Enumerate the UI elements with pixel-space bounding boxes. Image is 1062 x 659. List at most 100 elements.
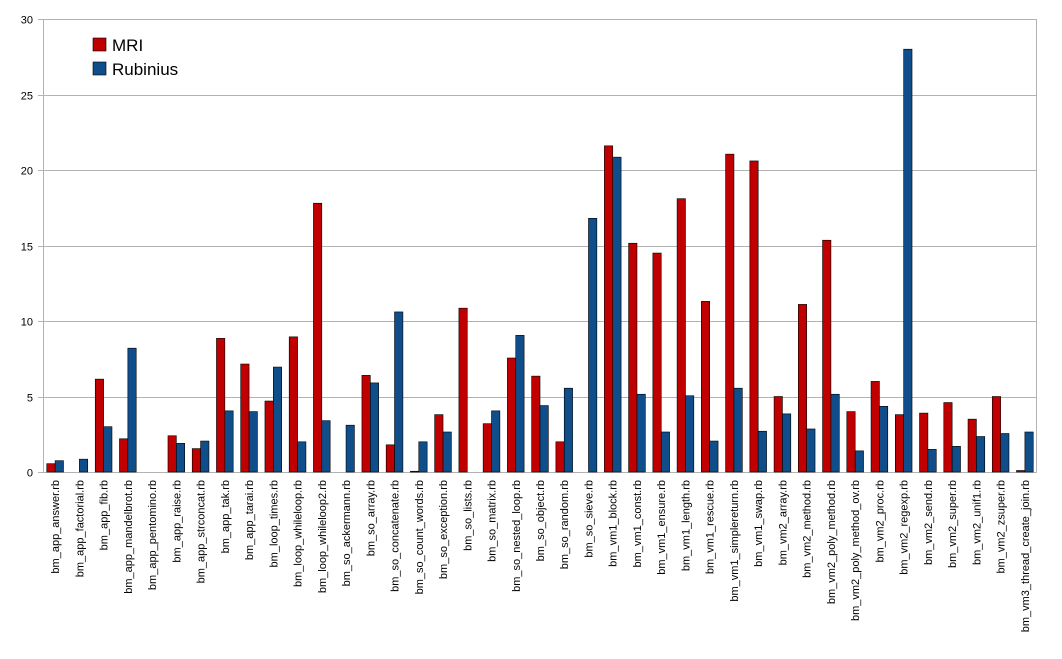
bar-mri-bm-vm2-array-rb — [773, 396, 783, 473]
bar-rubinius-bm-so-count-words-rb — [418, 441, 428, 473]
x-tick-label: bm_so_count_words.rb — [414, 480, 426, 594]
bar-rubinius-bm-vm2-zsuper-rb — [1000, 433, 1010, 473]
x-tick-label: bm_vm1_simplereturn.rb — [729, 480, 741, 602]
bar-rubinius-bm-so-sieve-rb — [588, 218, 598, 473]
legend-label-rubinius: Rubinius — [112, 60, 178, 79]
bar-rubinius-bm-vm2-method-rb — [806, 428, 816, 473]
x-tick-label: bm_so_lists.rb — [462, 480, 474, 551]
bar-mri-bm-vm2-method-rb — [798, 304, 807, 473]
x-tick-label: bm_vm1_length.rb — [680, 480, 692, 571]
y-tick-label: 20 — [21, 166, 33, 178]
bar-mri-bm-so-random-rb — [555, 441, 565, 473]
y-axis: 0 5 10 15 20 25 30 — [21, 15, 1037, 480]
y-tick-label: 30 — [21, 15, 33, 27]
y-tick-label: 0 — [27, 468, 33, 480]
x-tick-label: bm_app_raise.rb — [171, 480, 183, 563]
x-tick-label: bm_so_exception.rb — [438, 480, 450, 579]
x-tick-label: bm_vm2_poly_method.rb — [826, 480, 838, 604]
bars — [46, 48, 1034, 473]
x-tick-label: bm_so_matrix.rb — [487, 480, 499, 562]
legend-label-mri: MRI — [112, 36, 143, 55]
legend-swatch-rubinius — [92, 61, 107, 76]
bar-mri-bm-so-lists-rb — [458, 307, 468, 473]
x-tick-label: bm_vm2_poly_method_ov.rb — [850, 480, 862, 621]
bar-rubinius-bm-vm1-rescue-rb — [709, 440, 719, 473]
x-tick-label: bm_vm2_regexp.rb — [899, 480, 911, 575]
bar-mri-bm-vm1-ensure-rb — [652, 252, 662, 473]
bar-mri-bm-app-tak-rb — [216, 338, 226, 473]
bar-mri-bm-vm2-regexp-rb — [894, 414, 904, 473]
bar-rubinius-bm-vm2-unif1-rb — [976, 436, 986, 473]
x-tick-label: bm_vm1_block.rb — [608, 480, 620, 567]
bar-rubinius-bm-vm1-length-rb — [685, 395, 695, 473]
x-axis-labels: bm_app_answer.rb bm_app_factorial.rb bm_ap… — [50, 480, 1032, 632]
bar-rubinius-bm-vm2-super-rb — [951, 446, 961, 473]
bar-mri-bm-app-mandelbrot-rb — [119, 438, 129, 473]
bar-rubinius-bm-so-random-rb — [563, 387, 573, 473]
bar-mri-bm-app-answer-rb — [46, 463, 56, 473]
x-tick-label: bm_so_concatenate.rb — [390, 480, 402, 592]
bar-rubinius-bm-vm2-poly-method-ov-rb — [854, 450, 864, 473]
bar-rubinius-bm-vm1-block-rb — [612, 156, 622, 473]
x-tick-label: bm_vm1_const.rb — [632, 480, 644, 567]
bar-rubinius-bm-loop-whileloop2-rb — [321, 420, 331, 473]
bar-mri-bm-vm2-proc-rb — [870, 381, 880, 473]
bar-mri-bm-so-matrix-rb — [482, 423, 492, 473]
legend: MRI Rubinius — [92, 36, 178, 79]
bar-mri-bm-vm1-block-rb — [604, 145, 614, 473]
y-tick-label: 25 — [21, 91, 33, 103]
bar-rubinius-bm-vm2-regexp-rb — [903, 48, 913, 473]
x-tick-label: bm_vm2_send.rb — [923, 480, 935, 565]
bar-mri-bm-so-exception-rb — [434, 414, 444, 473]
y-tick-label: 10 — [21, 317, 33, 329]
bar-rubinius-bm-so-concatenate-rb — [394, 311, 404, 473]
bar-mri-bm-vm2-unif1-rb — [967, 418, 977, 473]
x-tick-label: bm_vm2_proc.rb — [874, 480, 886, 563]
bar-rubinius-bm-vm2-proc-rb — [879, 406, 889, 473]
bar-mri-bm-vm1-length-rb — [676, 198, 686, 473]
x-tick-label: bm_vm1_ensure.rb — [656, 480, 668, 575]
x-tick-label: bm_loop_whileloop2.rb — [317, 480, 329, 593]
bar-rubinius-bm-so-object-rb — [539, 405, 549, 473]
bar-rubinius-bm-vm2-send-rb — [927, 449, 937, 473]
x-tick-label: bm_vm3_thread_create_join.rb — [1020, 480, 1032, 632]
x-tick-label: bm_vm1_swap.rb — [753, 480, 765, 567]
bar-rubinius-bm-loop-whileloop-rb — [297, 441, 307, 473]
bar-rubinius-bm-loop-times-rb — [273, 366, 282, 473]
bar-rubinius-bm-so-ackermann-rb — [345, 424, 355, 473]
bar-mri-bm-vm1-simplereturn-rb — [725, 153, 735, 473]
x-tick-label: bm_so_random.rb — [559, 480, 571, 569]
bar-rubinius-bm-app-tak-rb — [224, 410, 234, 473]
bar-mri-bm-vm1-const-rb — [628, 242, 638, 473]
x-tick-label: bm_app_fib.rb — [99, 480, 111, 550]
bar-rubinius-bm-so-matrix-rb — [491, 410, 501, 473]
bar-rubinius-bm-vm1-const-rb — [636, 393, 646, 473]
x-tick-label: bm_vm2_array.rb — [777, 480, 789, 565]
bar-mri-bm-loop-times-rb — [264, 400, 274, 473]
x-tick-label: bm_vm2_unif1.rb — [971, 480, 983, 565]
x-tick-label: bm_so_array.rb — [365, 480, 377, 556]
bar-mri-bm-vm1-rescue-rb — [701, 301, 711, 473]
bar-rubinius-bm-app-factorial-rb — [79, 458, 89, 473]
bar-mri-bm-so-count-words-rb — [410, 470, 420, 473]
legend-swatch-mri — [92, 37, 107, 52]
bar-mri-bm-loop-whileloop2-rb — [313, 202, 323, 473]
bar-rubinius-bm-vm1-simplereturn-rb — [733, 387, 743, 473]
x-tick-label: bm_app_tak.rb — [220, 480, 232, 553]
bar-rubinius-bm-so-nested-loop-rb — [515, 335, 525, 473]
x-tick-label: bm_loop_whileloop.rb — [293, 480, 305, 587]
bar-rubinius-bm-so-array-rb — [369, 382, 379, 473]
x-tick-label: bm_so_sieve.rb — [583, 480, 595, 558]
x-tick-label: bm_vm1_rescue.rb — [705, 480, 717, 574]
bar-mri-bm-app-raise-rb — [167, 435, 177, 473]
bar-mri-bm-so-nested-loop-rb — [507, 357, 517, 473]
gridlines — [43, 19, 1037, 473]
y-tick-label: 5 — [27, 393, 33, 405]
bar-mri-bm-app-tarai-rb — [240, 363, 250, 473]
x-tick-label: bm_vm2_super.rb — [947, 480, 959, 568]
bar-mri-bm-so-concatenate-rb — [385, 444, 395, 473]
bar-rubinius-bm-app-strconcat-rb — [200, 440, 210, 473]
bar-mri-bm-app-strconcat-rb — [191, 448, 201, 473]
x-tick-label: bm_app_factorial.rb — [74, 480, 86, 577]
